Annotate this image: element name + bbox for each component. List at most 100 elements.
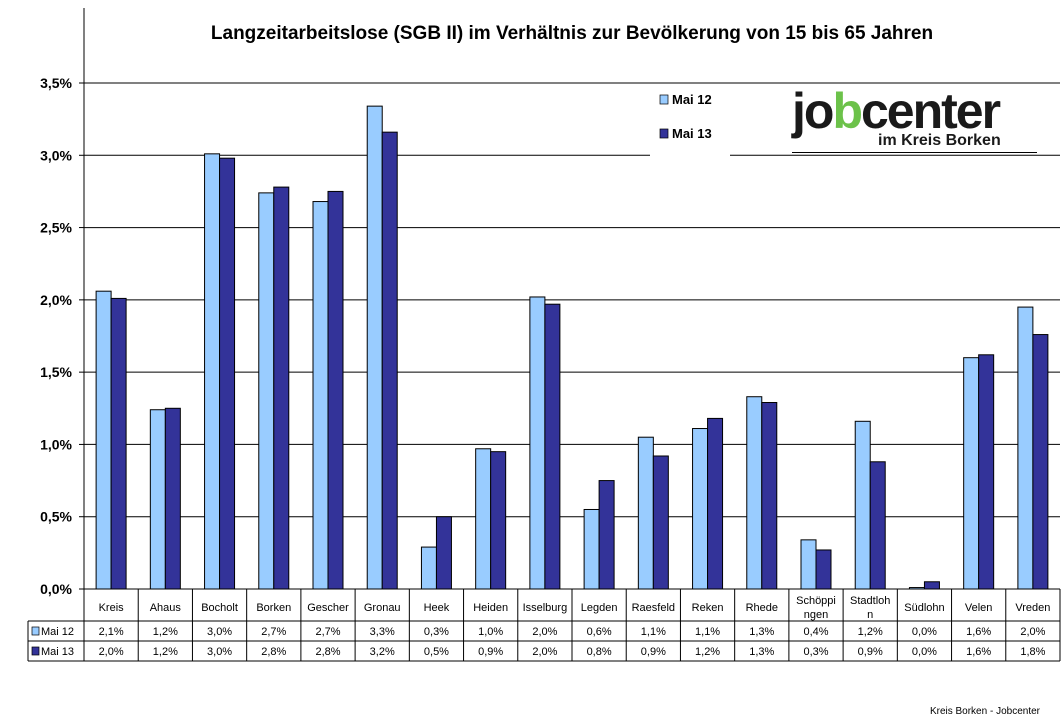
x-tick-label: Stadtloh bbox=[850, 595, 890, 607]
table-value: 0,9% bbox=[478, 646, 503, 658]
table-value: 2,0% bbox=[532, 626, 557, 638]
bar-mai-13 bbox=[219, 157, 236, 590]
y-tick-label: 0,5% bbox=[40, 509, 72, 525]
bar-mai-13 bbox=[435, 516, 452, 590]
bar-mai-13 bbox=[544, 303, 561, 590]
bar-mai-12 bbox=[475, 448, 492, 590]
y-tick-label: 3,0% bbox=[40, 147, 72, 163]
x-tick-label: Gronau bbox=[364, 602, 401, 614]
table-value: 2,8% bbox=[261, 646, 286, 658]
table-value: 0,3% bbox=[424, 626, 449, 638]
source-credit: Kreis Borken - Jobcenter bbox=[929, 706, 1040, 717]
table-value: 1,2% bbox=[153, 646, 178, 658]
table-value: 0,9% bbox=[641, 646, 666, 658]
bar-mai-12 bbox=[637, 436, 654, 590]
bar-mai-12 bbox=[583, 508, 600, 590]
bar-mai-12 bbox=[529, 296, 546, 590]
logo-wordmark: jo b center bbox=[792, 82, 1001, 140]
y-tick-label: 1,5% bbox=[40, 364, 72, 380]
bar-mai-12 bbox=[963, 357, 980, 590]
bar-mai-12 bbox=[149, 409, 166, 590]
legend-label: Mai 13 bbox=[672, 126, 712, 141]
table-value: 2,8% bbox=[315, 646, 340, 658]
table-value: 3,2% bbox=[370, 646, 395, 658]
logo-underline bbox=[792, 152, 1037, 153]
table-value: 0,4% bbox=[803, 626, 828, 638]
x-tick-label: Reken bbox=[692, 602, 724, 614]
table-value: 1,2% bbox=[858, 626, 883, 638]
table-value: 3,3% bbox=[370, 626, 395, 638]
logo-word-part: center bbox=[860, 83, 1001, 139]
x-tick-label: Isselburg bbox=[523, 602, 568, 614]
table-value: 2,0% bbox=[99, 646, 124, 658]
y-tick-label: 1,0% bbox=[40, 436, 72, 452]
bar-mai-13 bbox=[761, 402, 778, 590]
jobcenter-logo: jo b center im Kreis Borken bbox=[792, 83, 1037, 156]
x-tick-label: Heiden bbox=[473, 602, 508, 614]
table-value: 1,1% bbox=[695, 626, 720, 638]
table-series-label: Mai 13 bbox=[41, 646, 74, 658]
bar-mai-13 bbox=[869, 461, 886, 590]
table-value: 0,6% bbox=[587, 626, 612, 638]
x-tick-label: Velen bbox=[965, 602, 993, 614]
table-value: 0,5% bbox=[424, 646, 449, 658]
table-value: 1,6% bbox=[966, 646, 991, 658]
table-series-swatch bbox=[31, 626, 40, 636]
table-value: 1,8% bbox=[1020, 646, 1045, 658]
x-tick-label: Schöppi bbox=[796, 595, 836, 607]
x-tick-label: Kreis bbox=[99, 602, 125, 614]
table-value: 1,2% bbox=[153, 626, 178, 638]
table-value: 0,9% bbox=[858, 646, 883, 658]
bar-mai-12 bbox=[95, 290, 112, 590]
table-value: 1,3% bbox=[749, 646, 774, 658]
table-series-label: Mai 12 bbox=[41, 626, 74, 638]
table-value: 2,0% bbox=[1020, 626, 1045, 638]
bar-mai-12 bbox=[420, 546, 437, 590]
bar-mai-13 bbox=[707, 417, 724, 590]
x-tick-label: ngen bbox=[804, 609, 828, 621]
bar-mai-12 bbox=[366, 105, 383, 590]
bar-mai-12 bbox=[258, 192, 275, 590]
x-tick-label: Vreden bbox=[1015, 602, 1050, 614]
logo-word-part: jo bbox=[792, 83, 834, 139]
table-value: 2,0% bbox=[532, 646, 557, 658]
logo-subtitle: im Kreis Borken bbox=[878, 132, 1001, 149]
bar-mai-13 bbox=[273, 186, 290, 590]
legend-label: Mai 12 bbox=[672, 92, 712, 107]
table-value: 2,7% bbox=[261, 626, 286, 638]
bar-mai-13 bbox=[327, 190, 344, 590]
bar-mai-13 bbox=[110, 297, 127, 590]
table-value: 0,0% bbox=[912, 646, 937, 658]
bar-mai-13 bbox=[815, 549, 832, 590]
bar-mai-13 bbox=[652, 455, 669, 590]
table-value: 1,0% bbox=[478, 626, 503, 638]
bar-mai-12 bbox=[204, 153, 221, 590]
bar-mai-12 bbox=[746, 396, 763, 590]
bar-mai-12 bbox=[692, 428, 709, 590]
x-tick-label: Ahaus bbox=[150, 602, 182, 614]
chart-title: Langzeitarbeitslose (SGB II) im Verhältn… bbox=[211, 23, 933, 44]
table-series-swatch bbox=[31, 646, 40, 656]
bar-mai-13 bbox=[381, 131, 398, 590]
bar-mai-13 bbox=[598, 480, 615, 590]
table-value: 0,0% bbox=[912, 626, 937, 638]
x-tick-label: Legden bbox=[581, 602, 618, 614]
legend-swatch bbox=[659, 128, 669, 139]
y-tick-label: 2,0% bbox=[40, 292, 72, 308]
bar-mai-13 bbox=[1032, 334, 1049, 590]
y-tick-label: 0,0% bbox=[40, 581, 72, 597]
legend-swatch bbox=[659, 94, 669, 105]
x-tick-label: Raesfeld bbox=[632, 602, 675, 614]
table-value: 2,1% bbox=[99, 626, 124, 638]
x-tick-label: n bbox=[867, 609, 873, 621]
bar-mai-13 bbox=[164, 407, 181, 590]
logo-word-accent: b bbox=[832, 83, 863, 139]
table-value: 3,0% bbox=[207, 646, 232, 658]
bar-mai-13 bbox=[490, 451, 507, 590]
table-value: 0,3% bbox=[803, 646, 828, 658]
x-tick-label: Südlohn bbox=[904, 602, 944, 614]
table-value: 1,6% bbox=[966, 626, 991, 638]
x-tick-label: Rhede bbox=[746, 602, 778, 614]
bar-mai-12 bbox=[1017, 306, 1034, 590]
y-tick-label: 2,5% bbox=[40, 220, 72, 236]
